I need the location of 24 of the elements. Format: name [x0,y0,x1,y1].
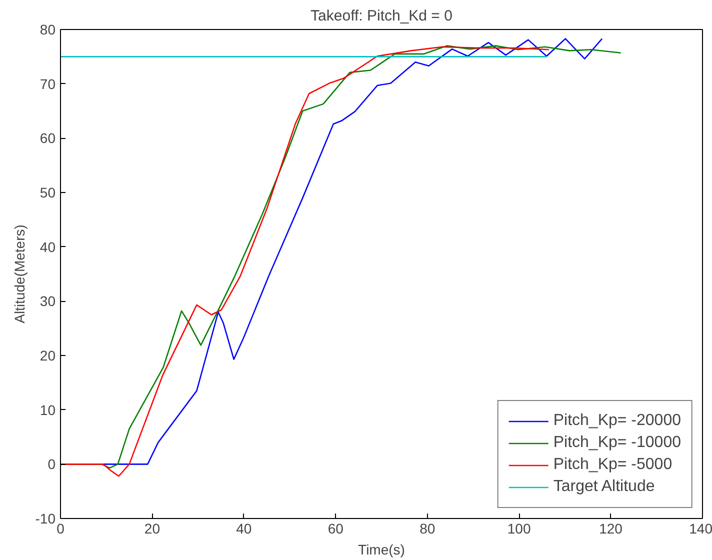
y-tick-label: 20 [40,348,56,364]
legend-label: Target Altitude [553,478,655,496]
x-tick-label: 60 [328,520,344,536]
x-tick-label: 80 [420,520,436,536]
y-tick-label: 0 [48,456,56,472]
x-tick-label: 20 [144,520,160,536]
y-tick-label: 40 [40,238,56,255]
x-axis-title: Time(s) [358,542,405,558]
y-tick-label: 50 [40,184,56,200]
y-tick-label: 70 [40,76,56,92]
x-tick-label: 40 [236,520,252,536]
y-tick-label: 10 [40,402,56,418]
y-tick-label: 60 [40,130,56,146]
x-tick-label: 100 [507,520,531,536]
x-tick-label: 140 [689,520,712,536]
chart-title: Takeoff: Pitch_Kd = 0 [310,8,452,24]
legend-label: Pitch_Kp= -10000 [553,434,681,452]
x-tick-label: 120 [599,520,623,536]
y-tick-label: 80 [40,22,56,38]
y-axis-title: Altitude(Meters) [11,224,28,324]
y-tick-label: -10 [35,510,56,526]
legend-label: Pitch_Kp= -5000 [553,456,672,474]
legend-label: Pitch_Kp= -20000 [553,412,681,430]
y-tick-label: 30 [40,293,56,310]
